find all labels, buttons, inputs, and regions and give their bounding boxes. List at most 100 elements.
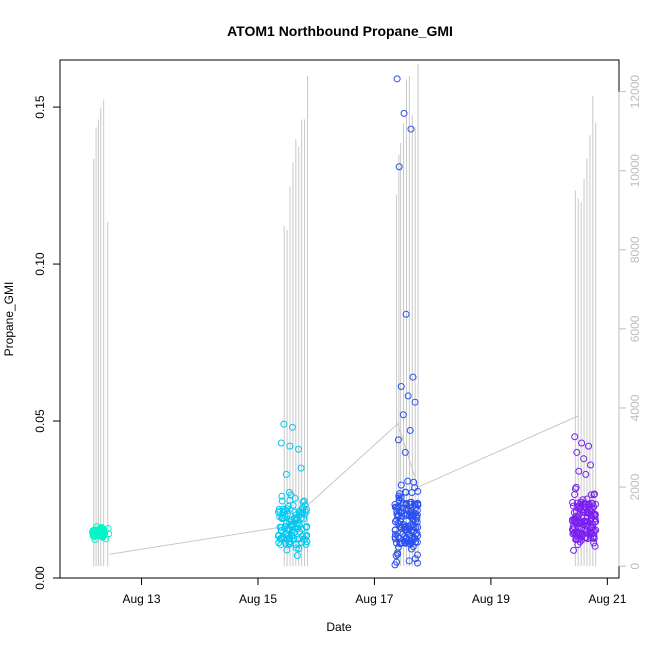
data-point [283, 546, 291, 554]
data-point [282, 539, 290, 547]
data-point [297, 508, 305, 516]
data-point [96, 524, 104, 532]
data-point [574, 535, 582, 543]
points-layer [88, 75, 600, 569]
y-axis-label: Propane_GMI [2, 282, 16, 357]
y2-tick-label: 10000 [628, 154, 642, 188]
secondary-connector-line [109, 415, 579, 555]
data-point [591, 518, 599, 526]
data-point [572, 508, 580, 516]
data-point [104, 525, 112, 533]
data-point [577, 519, 585, 527]
data-point [569, 516, 577, 524]
data-point-outlier [288, 423, 296, 431]
data-point [299, 498, 307, 506]
data-point [413, 551, 421, 559]
data-point [414, 559, 422, 567]
data-point-outlier [407, 125, 415, 133]
x-tick-label: Aug 21 [588, 592, 626, 606]
data-point [105, 530, 113, 538]
data-point [286, 496, 294, 504]
data-point [299, 504, 307, 512]
y2-tick-label: 12000 [628, 75, 642, 109]
data-point-outlier [575, 467, 583, 475]
data-point-outlier [573, 448, 581, 456]
data-point [409, 521, 417, 529]
data-point [293, 552, 301, 560]
data-point [404, 477, 412, 485]
data-point [413, 506, 421, 514]
data-point [391, 535, 399, 543]
data-point-outlier [395, 163, 403, 171]
data-point [395, 497, 403, 505]
data-point-outlier [571, 433, 579, 441]
data-point [411, 555, 419, 563]
data-point [302, 540, 310, 548]
data-point [303, 531, 311, 539]
y2-tick-label: 0 [628, 562, 642, 569]
data-point [402, 534, 410, 542]
data-point [398, 521, 406, 529]
data-point-outlier [404, 392, 412, 400]
data-point [293, 514, 301, 522]
data-point [587, 534, 595, 542]
data-point [406, 498, 414, 506]
data-point [590, 527, 598, 535]
data-point [409, 511, 417, 519]
data-point-outlier [397, 382, 405, 390]
data-point [569, 502, 577, 510]
data-point [277, 523, 285, 531]
data-point [404, 538, 412, 546]
data-point [571, 491, 579, 499]
data-point [569, 499, 577, 507]
data-point-outlier [277, 439, 285, 447]
data-point [413, 511, 421, 519]
data-point [410, 500, 418, 508]
data-point-outlier [286, 442, 294, 450]
data-point [404, 506, 412, 514]
data-point-outlier [580, 455, 588, 463]
data-point [393, 507, 401, 515]
data-point [401, 538, 409, 546]
data-point [393, 516, 401, 524]
data-point [414, 487, 422, 495]
data-point [286, 534, 294, 542]
data-point [392, 552, 400, 560]
data-point [91, 536, 99, 544]
data-point [300, 515, 308, 523]
data-point [397, 481, 405, 489]
data-point [391, 518, 399, 526]
x-tick-label: Aug 17 [355, 592, 393, 606]
data-point [278, 497, 286, 505]
data-point-outlier [399, 411, 407, 419]
data-point [294, 524, 302, 532]
data-point [401, 488, 409, 496]
data-point [277, 527, 285, 535]
data-point [584, 535, 592, 543]
data-point [100, 531, 108, 539]
data-point [575, 531, 583, 539]
data-point [572, 515, 580, 523]
x-axis: Aug 13 Aug 15 Aug 17 Aug 19 Aug 21 [122, 577, 627, 606]
data-point [276, 507, 284, 515]
data-point [407, 545, 415, 553]
data-point [591, 490, 599, 498]
data-point [397, 523, 405, 531]
data-point [89, 527, 97, 535]
data-point [391, 526, 399, 534]
data-point [574, 541, 582, 549]
y2-tick-label: 4000 [628, 394, 642, 421]
x-tick-label: Aug 19 [472, 592, 510, 606]
data-point-outlier [587, 461, 595, 469]
x-axis-label: Date [326, 620, 352, 634]
data-point [405, 557, 413, 565]
x-tick-label: Aug 13 [122, 592, 160, 606]
data-point [587, 491, 595, 499]
data-point [295, 545, 303, 553]
data-point [281, 512, 289, 520]
data-point [572, 483, 580, 491]
data-point [580, 499, 588, 507]
data-point-outlier [582, 470, 590, 478]
data-point [303, 523, 311, 531]
data-point [391, 503, 399, 511]
